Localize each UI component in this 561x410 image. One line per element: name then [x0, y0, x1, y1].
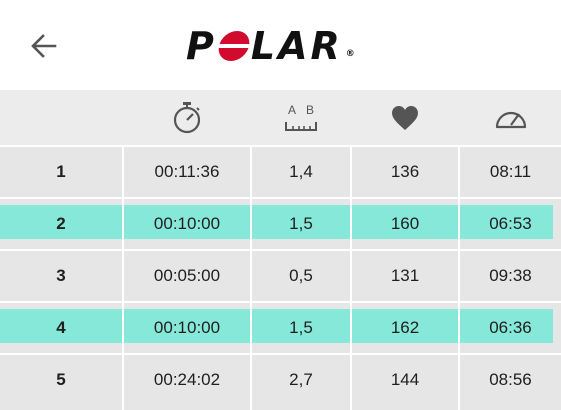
lap-time: 00:11:36	[154, 162, 220, 181]
lap-heart-rate: 160	[390, 214, 420, 233]
row-divider	[0, 249, 561, 251]
row-divider	[0, 197, 561, 199]
lap-heart-rate: 144	[390, 370, 420, 389]
distance-icon-label-b: B	[306, 103, 314, 117]
lap-number: 5	[56, 370, 66, 389]
logo-letters-lar: LAR	[250, 24, 343, 68]
registered-mark: ®	[345, 49, 358, 59]
column-divider	[122, 145, 124, 410]
lap-heart-rate: 136	[390, 162, 420, 181]
lap-pace: 06:53	[489, 214, 532, 233]
row-divider	[0, 301, 561, 303]
header-lap	[0, 90, 122, 145]
lap-time: 00:05:00	[153, 266, 221, 285]
table-row[interactable]: 5 00:24:02 2,7 144 08:56	[0, 355, 561, 405]
lap-time: 00:24:02	[153, 370, 221, 389]
stopwatch-icon	[173, 101, 201, 133]
polar-logo: P LAR ®	[186, 24, 382, 68]
column-divider	[350, 145, 352, 410]
table-row-highlighted[interactable]: 4 00:10:00 1,5 162 06:36	[0, 303, 561, 353]
column-divider	[250, 145, 252, 410]
speedometer-icon	[495, 111, 526, 128]
column-divider	[458, 145, 460, 410]
logo-o-mark	[215, 31, 253, 61]
header-time	[124, 90, 250, 145]
header-distance: A B	[252, 90, 350, 145]
lap-distance: 0,5	[289, 266, 313, 285]
lap-pace: 08:11	[489, 162, 532, 181]
table-row[interactable]: 3 00:05:00 0,5 131 09:38	[0, 251, 561, 301]
lap-distance: 1,5	[289, 318, 313, 337]
distance-ab-icon: A B	[285, 103, 317, 131]
lap-time: 00:10:00	[153, 318, 221, 337]
heart-icon	[392, 105, 418, 130]
lap-number: 2	[56, 214, 66, 233]
logo-letter-p: P	[186, 24, 217, 68]
app-header: P LAR ®	[0, 0, 561, 90]
lap-pace: 06:36	[489, 318, 532, 337]
lap-number: 3	[56, 266, 66, 285]
laps-table: A B 1 00:11:36 1,4 136 08:11	[0, 90, 561, 410]
lap-distance: 1,4	[289, 162, 313, 181]
lap-distance: 1,5	[289, 214, 313, 233]
lap-pace: 09:38	[489, 266, 532, 285]
table-row-highlighted[interactable]: 2 00:10:00 1,5 160 06:53	[0, 199, 561, 249]
row-divider	[0, 353, 561, 355]
header-pace	[460, 90, 561, 145]
lap-pace: 08:56	[489, 370, 532, 389]
back-button[interactable]	[24, 26, 64, 66]
lap-number: 4	[56, 318, 66, 337]
row-highlight-bar	[0, 205, 553, 239]
arrow-left-icon	[31, 34, 57, 58]
row-divider	[0, 145, 561, 147]
table-row[interactable]: 1 00:11:36 1,4 136 08:11	[0, 147, 561, 197]
lap-time: 00:10:00	[153, 214, 221, 233]
row-highlight-bar	[0, 309, 553, 343]
table-header-row: A B	[0, 90, 561, 145]
lap-heart-rate: 131	[390, 266, 420, 285]
lap-heart-rate: 162	[390, 318, 420, 337]
distance-icon-label-a: A	[288, 103, 296, 117]
lap-distance: 2,7	[289, 370, 313, 389]
lap-number: 1	[56, 162, 66, 181]
header-heart-rate	[352, 90, 458, 145]
